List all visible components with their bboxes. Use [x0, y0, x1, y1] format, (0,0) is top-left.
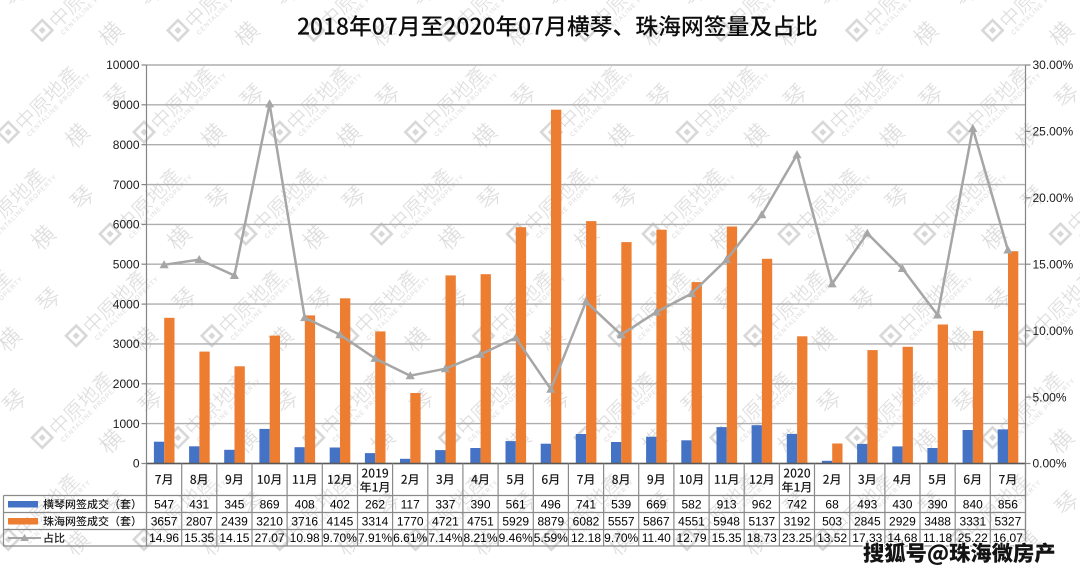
svg-text:496: 496	[541, 497, 561, 511]
svg-text:15.35: 15.35	[712, 531, 742, 545]
svg-text:9.46%: 9.46%	[499, 531, 533, 545]
svg-text:18.73: 18.73	[747, 531, 777, 545]
svg-text:2929: 2929	[889, 514, 916, 528]
svg-text:408: 408	[295, 497, 315, 511]
svg-text:8879: 8879	[537, 514, 564, 528]
svg-text:0: 0	[133, 457, 140, 471]
svg-text:5.59%: 5.59%	[534, 531, 568, 545]
svg-text:9000: 9000	[113, 98, 140, 112]
svg-text:503: 503	[822, 514, 842, 528]
svg-text:6082: 6082	[573, 514, 600, 528]
svg-text:16.07: 16.07	[993, 531, 1023, 545]
svg-text:7.91%: 7.91%	[358, 531, 392, 545]
svg-text:402: 402	[330, 497, 350, 511]
svg-text:9.70%: 9.70%	[323, 531, 357, 545]
svg-text:913: 913	[717, 497, 737, 511]
svg-text:1770: 1770	[397, 514, 424, 528]
svg-text:742: 742	[787, 497, 807, 511]
svg-text:4721: 4721	[432, 514, 459, 528]
svg-text:17.33: 17.33	[852, 531, 882, 545]
svg-text:840: 840	[963, 497, 983, 511]
svg-text:5929: 5929	[502, 514, 529, 528]
svg-text:14.96: 14.96	[149, 531, 179, 545]
svg-text:0.00%: 0.00%	[1033, 457, 1067, 471]
svg-text:15.35: 15.35	[184, 531, 214, 545]
svg-text:20.00%: 20.00%	[1033, 191, 1074, 205]
svg-text:431: 431	[189, 497, 209, 511]
svg-text:8.21%: 8.21%	[463, 531, 497, 545]
svg-text:493: 493	[857, 497, 877, 511]
svg-text:10.00%: 10.00%	[1033, 324, 1074, 338]
svg-text:5000: 5000	[113, 257, 140, 271]
svg-text:13.52: 13.52	[817, 531, 847, 545]
svg-text:23.25: 23.25	[782, 531, 812, 545]
svg-text:3314: 3314	[362, 514, 389, 528]
svg-text:15.00%: 15.00%	[1033, 257, 1074, 271]
svg-text:12.79: 12.79	[676, 531, 706, 545]
svg-text:390: 390	[928, 497, 948, 511]
svg-text:2845: 2845	[854, 514, 881, 528]
svg-text:5.00%: 5.00%	[1033, 390, 1067, 404]
svg-text:68: 68	[825, 497, 839, 511]
svg-text:561: 561	[506, 497, 526, 511]
svg-text:390: 390	[470, 497, 490, 511]
svg-text:869: 869	[260, 497, 280, 511]
svg-text:5557: 5557	[608, 514, 635, 528]
svg-text:10000: 10000	[106, 58, 140, 72]
svg-text:262: 262	[365, 497, 385, 511]
svg-text:27.07: 27.07	[255, 531, 285, 545]
svg-text:345: 345	[224, 497, 244, 511]
svg-text:25.22: 25.22	[958, 531, 988, 545]
svg-text:4551: 4551	[678, 514, 705, 528]
svg-text:14.68: 14.68	[887, 531, 917, 545]
svg-text:741: 741	[576, 497, 596, 511]
svg-text:3000: 3000	[113, 337, 140, 351]
svg-text:4000: 4000	[113, 297, 140, 311]
svg-text:5137: 5137	[748, 514, 775, 528]
svg-text:12.18: 12.18	[571, 531, 601, 545]
svg-text:3210: 3210	[256, 514, 283, 528]
svg-text:117: 117	[401, 497, 420, 511]
svg-text:430: 430	[892, 497, 912, 511]
svg-text:5867: 5867	[643, 514, 670, 528]
svg-text:5327: 5327	[995, 514, 1022, 528]
svg-text:856: 856	[998, 497, 1018, 511]
svg-text:582: 582	[681, 497, 701, 511]
svg-text:9.70%: 9.70%	[604, 531, 638, 545]
svg-text:3488: 3488	[924, 514, 951, 528]
svg-text:669: 669	[646, 497, 666, 511]
svg-text:8000: 8000	[113, 138, 140, 152]
svg-text:337: 337	[435, 497, 455, 511]
svg-text:6.61%: 6.61%	[393, 531, 427, 545]
svg-text:10.98: 10.98	[290, 531, 320, 545]
svg-text:6000: 6000	[113, 218, 140, 232]
svg-text:3192: 3192	[784, 514, 811, 528]
svg-text:2000: 2000	[113, 377, 140, 391]
svg-text:30.00%: 30.00%	[1033, 58, 1074, 72]
svg-text:3331: 3331	[959, 514, 986, 528]
svg-text:5948: 5948	[713, 514, 740, 528]
svg-text:14.15: 14.15	[219, 531, 249, 545]
svg-text:962: 962	[752, 497, 772, 511]
svg-text:1000: 1000	[113, 417, 140, 431]
svg-text:11.40: 11.40	[642, 531, 671, 545]
svg-text:539: 539	[611, 497, 631, 511]
svg-text:547: 547	[154, 497, 174, 511]
svg-text:7000: 7000	[113, 178, 140, 192]
svg-text:25.00%: 25.00%	[1033, 125, 1074, 139]
svg-text:4145: 4145	[327, 514, 354, 528]
svg-text:7.14%: 7.14%	[428, 531, 462, 545]
svg-text:11.18: 11.18	[923, 531, 952, 545]
svg-text:3716: 3716	[291, 514, 318, 528]
svg-text:2807: 2807	[186, 514, 213, 528]
svg-text:4751: 4751	[467, 514, 494, 528]
svg-text:2439: 2439	[221, 514, 248, 528]
svg-text:3657: 3657	[151, 514, 178, 528]
